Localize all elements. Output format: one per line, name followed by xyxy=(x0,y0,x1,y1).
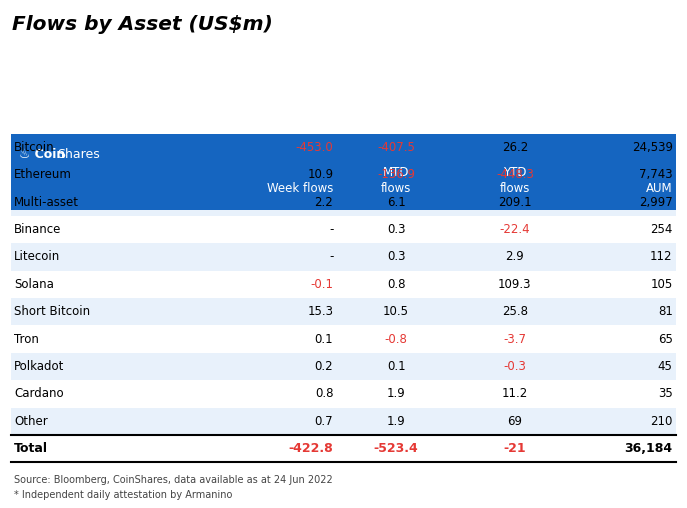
Text: 1.9: 1.9 xyxy=(387,387,405,400)
Bar xyxy=(11,216,676,243)
Text: AUM: AUM xyxy=(646,182,673,195)
Text: Binance: Binance xyxy=(14,223,62,236)
Text: Total: Total xyxy=(14,442,48,455)
Text: -22.4: -22.4 xyxy=(499,223,530,236)
Text: 65: 65 xyxy=(657,333,673,345)
Text: 81: 81 xyxy=(657,305,673,318)
Text: 7,743: 7,743 xyxy=(639,168,673,181)
Bar xyxy=(11,435,676,462)
Text: Solana: Solana xyxy=(14,278,54,291)
Text: Ethereum: Ethereum xyxy=(14,168,72,181)
Text: Multi-asset: Multi-asset xyxy=(14,196,79,209)
Bar xyxy=(11,134,676,161)
Text: ♨ Coin: ♨ Coin xyxy=(19,148,65,162)
Text: 209.1: 209.1 xyxy=(498,196,532,209)
Bar xyxy=(11,353,676,380)
Bar xyxy=(11,380,676,407)
Text: Tron: Tron xyxy=(14,333,39,345)
Text: 210: 210 xyxy=(651,415,673,428)
Text: 25.8: 25.8 xyxy=(502,305,528,318)
Text: 0.3: 0.3 xyxy=(387,250,405,264)
Text: MTD
flows: MTD flows xyxy=(381,166,412,195)
Text: 254: 254 xyxy=(651,223,673,236)
Text: 26.2: 26.2 xyxy=(502,141,528,154)
Text: 6.1: 6.1 xyxy=(387,196,405,209)
Text: -407.5: -407.5 xyxy=(377,141,415,154)
Text: 112: 112 xyxy=(650,250,673,264)
Text: 0.2: 0.2 xyxy=(315,360,333,373)
Text: Cardano: Cardano xyxy=(14,387,64,400)
Text: -523.4: -523.4 xyxy=(374,442,418,455)
Text: Polkadot: Polkadot xyxy=(14,360,65,373)
Text: Litecoin: Litecoin xyxy=(14,250,60,264)
Text: YTD
flows: YTD flows xyxy=(499,166,530,195)
Text: 1.9: 1.9 xyxy=(387,415,405,428)
Text: 2,997: 2,997 xyxy=(639,196,673,209)
Bar xyxy=(11,271,676,298)
Bar xyxy=(11,134,676,209)
Text: 11.2: 11.2 xyxy=(502,387,528,400)
Text: 0.8: 0.8 xyxy=(315,387,333,400)
Text: Week flows: Week flows xyxy=(267,182,333,195)
Text: 0.7: 0.7 xyxy=(315,415,333,428)
Text: -448.3: -448.3 xyxy=(496,168,534,181)
Bar xyxy=(11,161,676,188)
Bar xyxy=(11,243,676,271)
Text: 36,184: 36,184 xyxy=(624,442,673,455)
Text: 0.8: 0.8 xyxy=(387,278,405,291)
Text: 69: 69 xyxy=(508,415,522,428)
Bar xyxy=(11,407,676,435)
Text: 45: 45 xyxy=(657,360,673,373)
Text: Source: Bloomberg, CoinShares, data available as at 24 Jun 2022
* Independent da: Source: Bloomberg, CoinShares, data avai… xyxy=(14,474,333,500)
Text: -453.0: -453.0 xyxy=(295,141,333,154)
Text: Other: Other xyxy=(14,415,48,428)
Text: 2.9: 2.9 xyxy=(506,250,524,264)
Text: Short Bitcoin: Short Bitcoin xyxy=(14,305,91,318)
Text: -0.1: -0.1 xyxy=(311,278,333,291)
Text: -136.9: -136.9 xyxy=(377,168,415,181)
Text: Flows by Asset (US$m): Flows by Asset (US$m) xyxy=(12,15,273,34)
Text: -21: -21 xyxy=(504,442,526,455)
Text: 105: 105 xyxy=(651,278,673,291)
Text: -: - xyxy=(329,250,333,264)
Text: -3.7: -3.7 xyxy=(504,333,526,345)
Text: 10.5: 10.5 xyxy=(383,305,409,318)
Bar xyxy=(11,188,676,216)
Text: -0.3: -0.3 xyxy=(504,360,526,373)
Text: Bitcoin: Bitcoin xyxy=(14,141,55,154)
Text: 0.3: 0.3 xyxy=(387,223,405,236)
Text: -422.8: -422.8 xyxy=(289,442,333,455)
Text: Shares: Shares xyxy=(57,148,100,162)
Text: -0.8: -0.8 xyxy=(385,333,407,345)
Text: 109.3: 109.3 xyxy=(498,278,532,291)
Text: 35: 35 xyxy=(658,387,673,400)
Text: -: - xyxy=(329,223,333,236)
Text: 10.9: 10.9 xyxy=(307,168,333,181)
Text: 15.3: 15.3 xyxy=(307,305,333,318)
Text: 24,539: 24,539 xyxy=(631,141,673,154)
Bar xyxy=(11,298,676,326)
Text: 0.1: 0.1 xyxy=(315,333,333,345)
Text: 0.1: 0.1 xyxy=(387,360,405,373)
Bar xyxy=(11,326,676,353)
Text: 2.2: 2.2 xyxy=(315,196,333,209)
